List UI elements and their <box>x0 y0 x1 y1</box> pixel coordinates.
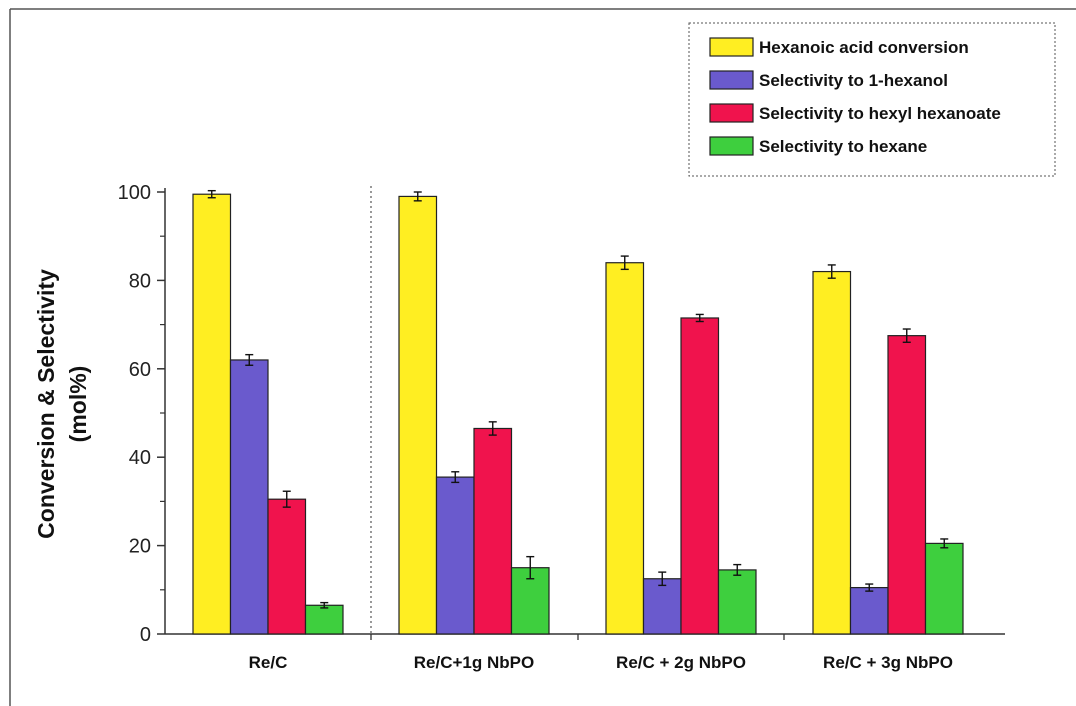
bar-series-3-0 <box>267 498 307 635</box>
y-axis-title-line-1: Conversion & Selectivity <box>33 269 59 539</box>
bar-series-1-1 <box>398 195 438 635</box>
bar-series-3-1 <box>473 427 513 635</box>
legend-label-3: Selectivity to hexyl hexanoate <box>759 104 1001 123</box>
legend-label-4: Selectivity to hexane <box>759 137 927 156</box>
category-label-1: Re/C+1g NbPO <box>414 653 534 672</box>
bar-series-1-2 <box>605 262 645 635</box>
bar-series-1-3 <box>812 270 852 635</box>
bar-series-2-2 <box>642 578 682 635</box>
y-tick-label-80: 80 <box>129 270 151 292</box>
bar-series-4-3 <box>924 542 964 635</box>
y-tick-label-40: 40 <box>129 447 151 469</box>
legend-swatch-3 <box>709 103 754 123</box>
y-tick-label-20: 20 <box>129 536 151 558</box>
bar-series-1-0 <box>192 193 232 635</box>
plot-area: 0 20 40 60 80 100 Re/C Re/C+1g NbPO Re/C + 2g Nb… <box>118 182 1005 672</box>
legend-label-2: Selectivity to 1-hexanol <box>759 71 948 90</box>
bar-series-3-2 <box>680 317 720 635</box>
legend-swatch-2 <box>709 70 754 90</box>
bar-series-2-1 <box>435 476 475 635</box>
bar-series-4-2 <box>717 569 757 635</box>
category-label-2: Re/C + 2g NbPO <box>616 653 746 672</box>
y-axis-title: Conversion & Selectivity (mol%) <box>33 269 91 539</box>
legend-swatch-1 <box>709 37 754 57</box>
category-label-3: Re/C + 3g NbPO <box>823 653 953 672</box>
y-axis-title-line-2: (mol%) <box>65 366 91 443</box>
bar-series-2-0 <box>229 359 269 635</box>
y-tick-label-0: 0 <box>140 624 151 646</box>
category-label-0: Re/C <box>249 653 288 672</box>
bar-series-3-3 <box>887 335 927 635</box>
legend: Hexanoic acid conversion Selectivity to 1… <box>688 22 1056 177</box>
y-tick-label-100: 100 <box>118 182 151 204</box>
legend-swatch-4 <box>709 136 754 156</box>
bar-series-4-0 <box>304 604 344 635</box>
legend-label-1: Hexanoic acid conversion <box>759 38 969 57</box>
y-tick-label-60: 60 <box>129 359 151 381</box>
bar-series-2-3 <box>849 586 889 635</box>
